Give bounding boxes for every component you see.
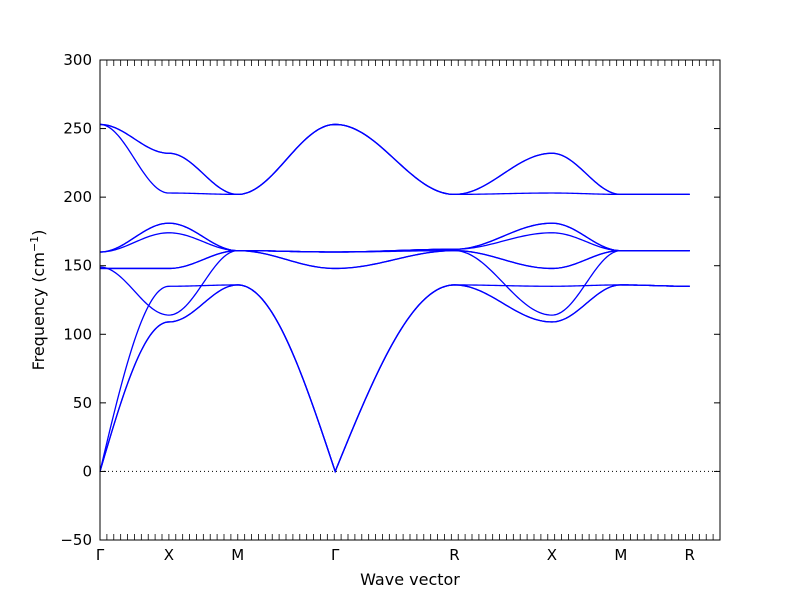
band-line-12 — [99, 123, 690, 196]
y-tick-labels: −50 0 50 100 150 200 250 300 — [60, 51, 92, 549]
x-axis-label: Wave vector — [360, 570, 460, 589]
y-tick-label: 100 — [63, 325, 92, 343]
x-tick-label: Γ — [96, 546, 105, 564]
y-tick-label: 300 — [63, 51, 92, 69]
x-tick-label: M — [231, 546, 244, 564]
band-line-9 — [99, 222, 690, 253]
x-tick-label: X — [547, 546, 557, 564]
y-tick-label: 50 — [73, 394, 92, 412]
x-tick-label: R — [684, 546, 694, 564]
y-tick-label: 150 — [63, 257, 92, 275]
y-axis-label-main: Frequency (cm — [29, 252, 48, 370]
plot-background — [100, 60, 720, 540]
plot-area — [100, 60, 720, 540]
x-tick-label: M — [614, 546, 627, 564]
y-axis-label-exponent: −1 — [28, 236, 41, 252]
y-tick-label: 200 — [63, 188, 92, 206]
y-tick-label: −50 — [60, 531, 92, 549]
y-tick-label: 250 — [63, 120, 92, 138]
y-axis-label: Frequency (cm−1) — [28, 230, 48, 371]
band-line-3 — [99, 284, 690, 474]
x-tick-label: Γ — [331, 546, 340, 564]
x-tick-label: R — [449, 546, 459, 564]
x-tick-label: X — [164, 546, 174, 564]
series-group — [99, 123, 690, 474]
y-axis-label-close: ) — [29, 230, 48, 236]
y-tick-label: 0 — [82, 462, 92, 480]
band-line-6 — [100, 249, 690, 270]
tick-marks — [99, 59, 721, 541]
